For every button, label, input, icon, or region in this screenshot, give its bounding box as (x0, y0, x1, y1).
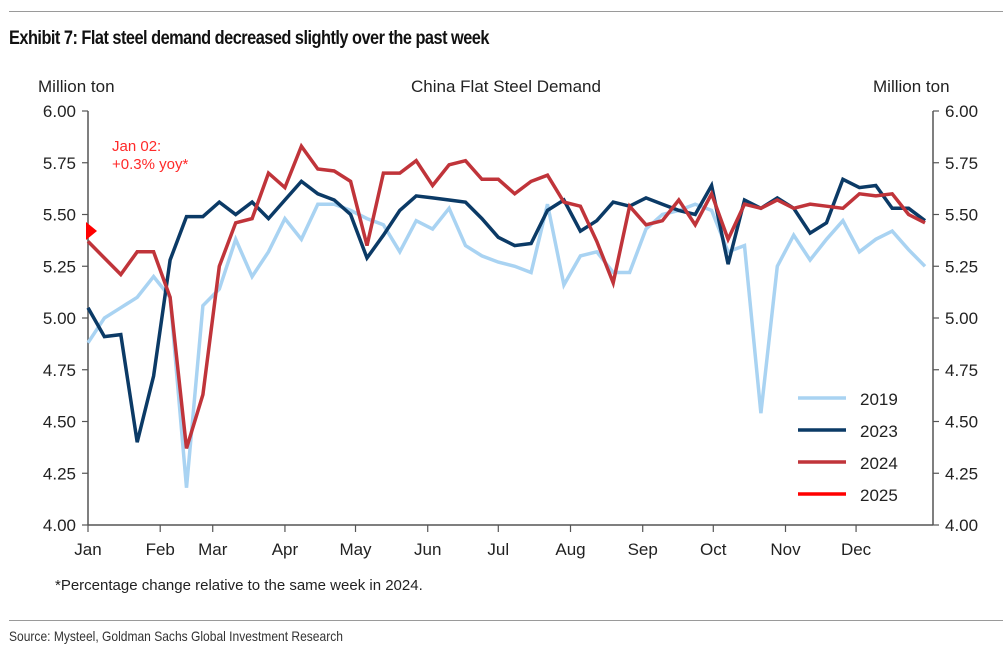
y-tick-label-left: 4.00 (43, 516, 76, 535)
x-tick-label: Oct (700, 540, 727, 559)
y-tick-label-left: 4.50 (43, 413, 76, 432)
exhibit-title: Exhibit 7: Flat steel demand decreased s… (9, 28, 489, 49)
y-tick-label-right: 5.25 (945, 257, 978, 276)
y-tick-label-right: 6.00 (945, 102, 978, 121)
x-ticks: Jan Feb Mar Apr May Jun Jul Aug Sep Oct Nov Dec (74, 525, 872, 559)
legend-label-2023: 2023 (860, 422, 898, 441)
source-note: Source: Mysteel, Goldman Sachs Global In… (9, 628, 343, 644)
y-tick-label-left: 5.00 (43, 309, 76, 328)
x-tick-label: Jun (414, 540, 441, 559)
y-tick-label-right: 5.50 (945, 206, 978, 225)
y-tick-label-right: 4.50 (945, 413, 978, 432)
annotation-line2: +0.3% yoy* (112, 156, 188, 173)
y-axis-label-left: Million ton (38, 77, 115, 96)
x-tick-label: May (339, 540, 372, 559)
y-tick-label-left: 5.25 (43, 257, 76, 276)
y-axis-label-right: Million ton (873, 77, 950, 96)
chart-title: China Flat Steel Demand (411, 77, 601, 96)
x-tick-label: Mar (198, 540, 228, 559)
legend-label-2024: 2024 (860, 454, 898, 473)
x-tick-label: Sep (628, 540, 658, 559)
y-tick-label-left: 4.75 (43, 361, 76, 380)
x-tick-label: Aug (555, 540, 585, 559)
series-lines (86, 142, 927, 488)
y-tick-label-left: 5.75 (43, 154, 76, 173)
chart: Million ton China Flat Steel Demand Mill… (38, 77, 978, 594)
x-tick-label: Feb (146, 540, 175, 559)
series-line-2019 (86, 202, 927, 488)
y-tick-label-right: 5.00 (945, 309, 978, 328)
x-tick-label: Apr (272, 540, 299, 559)
x-tick-label: Jan (74, 540, 101, 559)
top-divider (9, 11, 1003, 12)
footnote: *Percentage change relative to the same … (55, 577, 423, 594)
x-tick-label: Nov (770, 540, 801, 559)
legend-label-2019: 2019 (860, 390, 898, 409)
y-tick-label-right: 4.00 (945, 516, 978, 535)
y-tick-label-right: 4.25 (945, 464, 978, 483)
y-tick-label-left: 6.00 (43, 102, 76, 121)
bottom-divider (9, 620, 1003, 621)
y-tick-label-left: 5.50 (43, 206, 76, 225)
x-tick-label: Dec (841, 540, 872, 559)
legend-label-2025: 2025 (860, 486, 898, 505)
annotation-line1: Jan 02: (112, 138, 161, 155)
y-tick-label-left: 4.25 (43, 464, 76, 483)
y-tick-label-right: 5.75 (945, 154, 978, 173)
x-tick-label: Jul (487, 540, 509, 559)
series-marker-2025 (86, 222, 97, 241)
legend: 2019 2023 2024 2025 (798, 390, 898, 505)
y-ticks-right: 4.00 4.25 4.50 4.75 5.00 5.25 5.50 5.75 6.00 (933, 102, 978, 535)
series-line-2024 (86, 142, 926, 449)
y-ticks-left: 4.00 4.25 4.50 4.75 5.00 5.25 5.50 5.75 6.00 (43, 102, 88, 535)
y-tick-label-right: 4.75 (945, 361, 978, 380)
